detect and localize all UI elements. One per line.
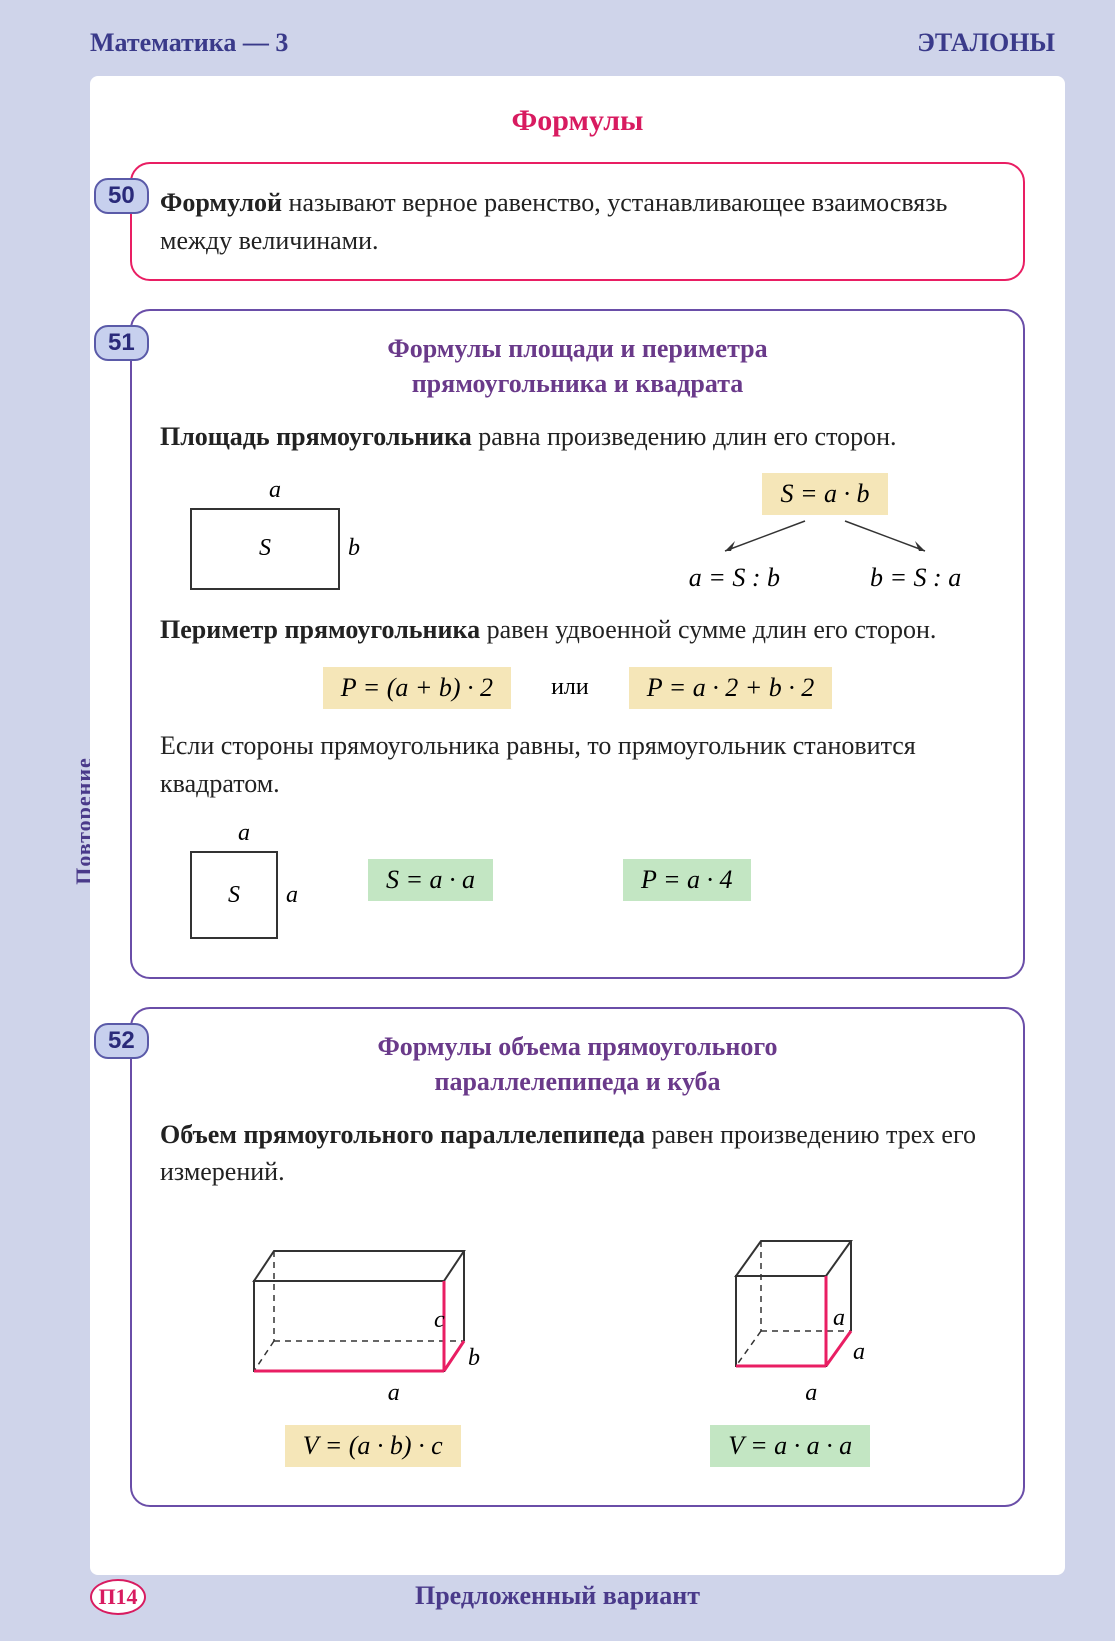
definition-text: Формулой называют верное равенство, уста… — [160, 184, 995, 259]
cube-icon: a a — [711, 1211, 911, 1381]
area-formula-diagram: S = a · b a = S : b b = S : a — [685, 473, 965, 593]
svg-text:a: a — [833, 1305, 845, 1331]
area-bold: Площадь прямоугольника — [160, 422, 472, 451]
rect-area-row: a S b S = a · b a = S : b — [160, 473, 995, 593]
formula-p-a2b2: P = a · 2 + b · 2 — [629, 667, 833, 709]
card52-heading: Формулы объема прямоугольного параллелеп… — [160, 1029, 995, 1099]
volume-text: Объем прямоугольного параллелепипеда рав… — [160, 1116, 995, 1191]
perimeter-bold: Периметр прямоугольника — [160, 615, 480, 644]
badge-50: 50 — [94, 178, 149, 214]
formula-v-abc: V = (a · b) · c — [285, 1425, 461, 1467]
perimeter-text: Периметр прямоугольника равен удвоенной … — [160, 611, 995, 649]
card52-heading-line1: Формулы объема прямоугольного — [377, 1032, 777, 1061]
rect-label-a: a — [190, 477, 360, 504]
formula-p-ab2: P = (a + b) · 2 — [323, 667, 511, 709]
cube-figure: a a a — [711, 1211, 911, 1407]
square-row: a S a S = a · a P = a · 4 — [190, 820, 995, 939]
page-header: Математика — 3 ЭТАЛОНЫ — [0, 0, 1115, 76]
formula-s-ab: S = a · b — [762, 473, 887, 515]
square-label-top: a — [190, 820, 298, 847]
square-box: S — [190, 851, 278, 939]
rectangle-box: S — [190, 508, 340, 590]
rect-label-b: b — [348, 535, 360, 562]
cube-label-a: a — [711, 1380, 911, 1407]
square-inside-s: S — [228, 882, 240, 909]
card51-heading: Формулы площади и периметра прямоугольни… — [160, 331, 995, 401]
solids-row: c b a a — [160, 1211, 995, 1407]
formula-s-aa: S = a · a — [368, 859, 493, 901]
prism-figure: c b a — [244, 1211, 544, 1407]
square-note: Если стороны прямоугольника равны, то пр… — [160, 727, 995, 802]
or-label: или — [551, 674, 589, 701]
square-figure: a S a — [190, 820, 298, 939]
svg-text:a: a — [853, 1339, 865, 1365]
badge-52: 52 — [94, 1023, 149, 1059]
formula-b-sa: b = S : a — [870, 563, 961, 593]
svg-text:c: c — [434, 1307, 445, 1333]
prism-icon: c b — [244, 1211, 544, 1381]
footer-text: Предложенный вариант — [0, 1581, 1115, 1611]
card-51: 51 Формулы площади и периметра прямоугол… — [130, 309, 1025, 979]
volume-bold: Объем прямоугольного параллелепипеда — [160, 1120, 645, 1149]
area-text: Площадь прямоугольника равна произведени… — [160, 418, 995, 456]
formula-p-a4: P = a · 4 — [623, 859, 750, 901]
card52-heading-line2: параллелепипеда и куба — [434, 1067, 720, 1096]
badge-51: 51 — [94, 325, 149, 361]
volume-formulas-row: V = (a · b) · c V = a · a · a — [160, 1425, 995, 1467]
arrows-icon — [685, 517, 965, 557]
svg-text:b: b — [468, 1345, 480, 1371]
perimeter-rest: равен удвоенной сумме длин его сторон. — [480, 615, 936, 644]
rectangle-figure: a S b — [190, 477, 360, 590]
formula-v-aaa: V = a · a · a — [710, 1425, 870, 1467]
perimeter-formulas-row: P = (a + b) · 2 или P = a · 2 + b · 2 — [160, 667, 995, 709]
formula-a-sb: a = S : b — [689, 563, 780, 593]
card-50: 50 Формулой называют верное равенство, у… — [130, 162, 1025, 281]
definition-term: Формулой — [160, 188, 282, 217]
content-page: Формулы 50 Формулой называют верное раве… — [90, 76, 1065, 1575]
card51-heading-line1: Формулы площади и периметра — [387, 334, 767, 363]
page-title: Формулы — [130, 104, 1025, 138]
header-right: ЭТАЛОНЫ — [917, 28, 1055, 58]
square-label-right: a — [286, 882, 298, 909]
rect-inside-s: S — [259, 535, 271, 562]
area-rest: равна произведению длин его сторон. — [472, 422, 897, 451]
prism-label-a: a — [244, 1380, 544, 1407]
card51-heading-line2: прямоугольника и квадрата — [412, 369, 744, 398]
header-left: Математика — 3 — [90, 28, 288, 58]
card-52: 52 Формулы объема прямоугольного паралле… — [130, 1007, 1025, 1507]
